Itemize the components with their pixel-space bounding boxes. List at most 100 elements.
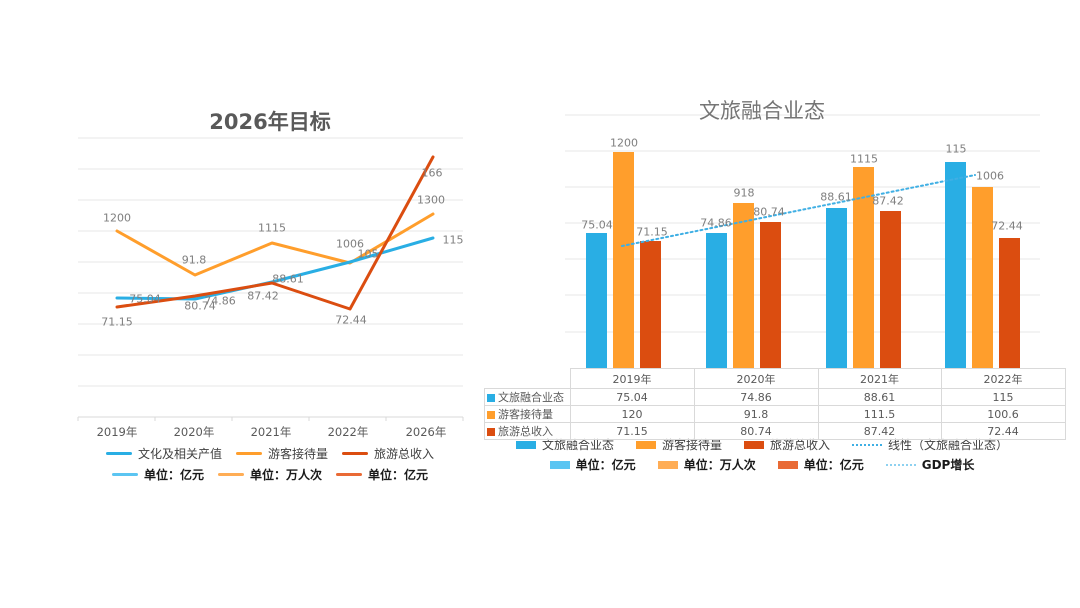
right-chart-title: 文旅融合业态	[699, 99, 825, 123]
legend-item-unit-wanrenci: 单位：万人次	[217, 466, 322, 483]
line-swatch-lightblue-icon	[111, 472, 138, 476]
legend-label: 游客接待量	[661, 438, 722, 452]
legend-item-gdp-growth: GDP增长	[885, 456, 975, 473]
point-label: 115	[442, 233, 464, 247]
bar-s1-c2	[853, 167, 874, 368]
bar-label: 1200	[610, 136, 638, 150]
point-label: 1300	[417, 193, 445, 207]
legend-label: 文旅融合业态	[541, 438, 614, 452]
line-swatch-red-icon	[342, 451, 368, 455]
dotted-line-light-swatch-icon	[885, 463, 916, 466]
right-legend-series: 文旅融合业态 游客接待量 旅游总收入 线性（文旅融合业态）	[484, 437, 1040, 452]
bar-s0-c1	[706, 233, 727, 368]
table-cell-value: 120	[569, 405, 695, 423]
table-cell-value: 71.15	[569, 422, 695, 440]
legend-item-unit-yiyuan2: 单位：亿元	[777, 456, 864, 473]
table-row-label: 游客接待量	[484, 405, 571, 423]
table-header-year: 2020年	[693, 368, 819, 389]
blue-key-icon	[487, 394, 495, 402]
legend-label: GDP增长	[921, 458, 975, 472]
table-header-year: 2022年	[940, 368, 1066, 389]
legend-label: 单位：亿元	[803, 458, 864, 472]
left-chart-title: 2026年目标	[209, 110, 331, 134]
x-axis-label: 2021年	[250, 425, 292, 439]
trendline-dotted	[621, 174, 976, 247]
table-row-label: 旅游总收入	[484, 422, 571, 440]
right-legend-units: 单位：亿元 单位：万人次 单位：亿元 GDP增长	[484, 457, 1040, 472]
bar-label: 72.44	[991, 219, 1023, 233]
bar-swatch-lightred-icon	[777, 460, 798, 469]
dotted-line-swatch-icon	[852, 443, 883, 446]
bar-label: 1115	[850, 152, 878, 166]
table-cell-value: 72.44	[940, 422, 1066, 440]
bar-swatch-lightblue-icon	[549, 460, 570, 469]
legend-item-unit-yiyuan: 单位：亿元	[111, 466, 204, 483]
legend-item-unit-yiyuan: 单位：亿元	[549, 456, 636, 473]
point-label: 166	[421, 166, 443, 180]
bar-s1-c1	[733, 203, 754, 368]
line-swatch-orange-icon	[235, 451, 262, 455]
point-label: 71.15	[101, 315, 133, 329]
legend-label: 游客接待量	[267, 446, 328, 461]
table-cell-value: 91.8	[693, 405, 819, 423]
legend-label: 单位：万人次	[249, 467, 322, 482]
legend-item-trendline: 线性（文旅融合业态）	[852, 436, 1008, 453]
left-legend-series: 文化及相关产值 游客接待量 旅游总收入	[60, 445, 480, 461]
left-grid-and-lines	[77, 137, 464, 421]
bar-label: 75.04	[581, 218, 613, 232]
point-label: 88.61	[272, 272, 304, 286]
line-swatch-lightorange-icon	[217, 472, 244, 476]
x-axis-label: 2026年	[405, 425, 447, 439]
bar-label: 74.86	[700, 216, 732, 230]
legend-item-culture-output: 文化及相关产值	[105, 445, 222, 462]
legend-label: 单位：亿元	[368, 467, 429, 482]
point-label: 1006	[336, 237, 364, 251]
bar-s2-c3	[999, 238, 1020, 368]
bar-label: 115	[945, 142, 967, 156]
legend-item-unit-yiyuan2: 单位：亿元	[336, 466, 428, 483]
legend-label: 线性（文旅融合业态）	[888, 438, 1009, 452]
x-axis-label: 2020年	[173, 425, 215, 439]
table-cell-value: 115	[940, 388, 1066, 406]
legend-label: 旅游总收入	[374, 446, 435, 461]
bar-swatch-red-icon	[744, 440, 764, 449]
bar-swatch-lightorange-icon	[657, 460, 678, 469]
table-cell-value: 88.61	[817, 388, 942, 406]
line-swatch-lightred-icon	[336, 472, 362, 476]
red-key-icon	[487, 428, 495, 436]
bar-s0-c2	[826, 208, 847, 368]
point-label: 1200	[103, 211, 131, 225]
legend-label: 文化及相关产值	[137, 446, 222, 461]
table-row-visitors: 游客接待量 120 91.8 111.5 100.6	[484, 405, 1066, 423]
table-cell-value: 111.5	[817, 405, 942, 423]
point-label: 72.44	[335, 313, 367, 327]
table-row-label: 文旅融合业态	[484, 388, 571, 406]
bar-swatch-orange-icon	[635, 440, 656, 449]
x-axis-label: 2019年	[96, 425, 138, 439]
point-label: 91.8	[181, 253, 207, 267]
table-header-row: 2019年 2020年 2021年 2022年	[484, 368, 1066, 389]
bar-label: 918	[733, 186, 755, 200]
point-label: 87.42	[247, 289, 279, 303]
orange-key-icon	[487, 411, 495, 419]
point-label: 80.74	[184, 299, 216, 313]
legend-item-unit-wanrenci: 单位：万人次	[657, 456, 756, 473]
bar-label: 80.74	[753, 205, 785, 219]
point-label: 1115	[258, 221, 286, 235]
legend-label: 单位：亿元	[143, 467, 204, 482]
point-label: 75.04	[129, 292, 161, 306]
legend-item-visitor-volume: 游客接待量	[235, 445, 328, 462]
table-cell-value: 87.42	[817, 422, 942, 440]
point-label: 105	[357, 247, 379, 261]
table-cell-value: 100.6	[940, 405, 1066, 423]
legend-item-revenue: 旅游总收入	[744, 436, 830, 453]
bar-s0-c0	[586, 233, 607, 368]
table-cell-value: 75.04	[569, 388, 695, 406]
bar-s1-c3	[972, 187, 993, 368]
legend-item-tourism-revenue: 旅游总收入	[342, 445, 434, 462]
legend-item-visitors: 游客接待量	[635, 436, 722, 453]
table-cell-value: 74.86	[693, 388, 819, 406]
table-row-revenue: 旅游总收入 71.15 80.74 87.42 72.44	[484, 422, 1066, 440]
point-label: 74.86	[204, 294, 236, 308]
